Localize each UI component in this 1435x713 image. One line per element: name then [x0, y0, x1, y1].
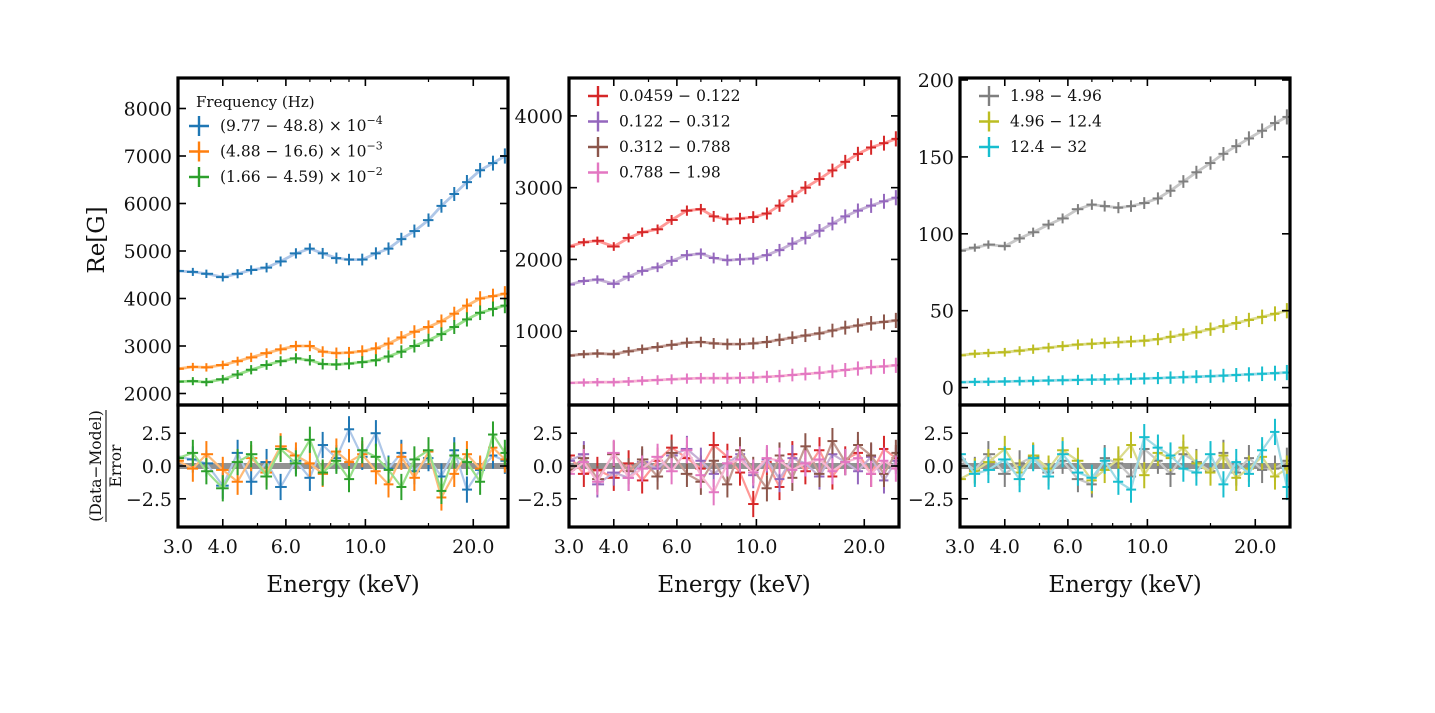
model-line [959, 309, 1288, 357]
x-tick-label: 3.0 [554, 536, 584, 558]
legend-label: (1.66 − 4.59) × 10−2 [220, 165, 383, 186]
legend-exponent: −4 [367, 114, 383, 127]
legend-label: (4.88 − 16.6) × 10−3 [220, 140, 383, 161]
residual-line [177, 433, 506, 492]
panel-right: 3.0 4.0 6.0 10.0 20.0 0 50 100 150 200 2.5 0.0 −2.5 1… [908, 70, 1292, 558]
x-tick-label: 10.0 [1126, 536, 1168, 558]
x-tick-label: 3.0 [163, 536, 193, 558]
y-tick-label: 8000 [124, 99, 172, 121]
legend-exponent: −3 [367, 140, 383, 153]
model-line [568, 363, 897, 385]
legend-label: 0.122 − 0.312 [619, 113, 731, 131]
ylabel-bottom-numerator: (Data−Model) [87, 410, 105, 521]
resid-tick-label: −2.5 [517, 489, 563, 511]
series-right-2 [959, 364, 1289, 503]
xlabel-right: Energy (keV) [1048, 572, 1201, 598]
y-tick-label: 2000 [515, 249, 563, 271]
y-tick-label: 4000 [124, 289, 172, 311]
resid-tick-label: 0.0 [142, 456, 172, 478]
xlabel-middle: Energy (keV) [657, 572, 810, 598]
panel-middle: 3.0 4.0 6.0 10.0 20.0 1000 2000 3000 4000 2.5 0.0 −… [515, 76, 901, 558]
resid-tick-label: 0.0 [533, 456, 563, 478]
y-tick-label: 5000 [124, 241, 172, 263]
model-line [177, 304, 506, 384]
x-tick-label: 4.0 [599, 536, 629, 558]
chart-marks: 3.0 4.0 6.0 10.0 20.020003000400050006000700… [124, 70, 1292, 558]
resid-tick-label: 0.0 [924, 456, 954, 478]
model-line [568, 196, 897, 286]
x-tick-label: 10.0 [344, 536, 386, 558]
model-line [568, 319, 897, 357]
y-tick-label: 2000 [124, 384, 172, 406]
legend-label: 12.4 − 32 [1010, 138, 1087, 156]
x-tick-label: 10.0 [735, 536, 777, 558]
x-tick-label: 20.0 [843, 536, 885, 558]
x-tick-label: 3.0 [945, 536, 975, 558]
xlabel-left: Energy (keV) [266, 572, 419, 598]
y-tick-label: 100 [918, 224, 954, 246]
series-right-0 [959, 109, 1289, 498]
legend-exponent: −2 [367, 165, 383, 178]
panel-left: 3.0 4.0 6.0 10.0 20.0 2000 3000 4000 5000 6000 700… [124, 76, 510, 558]
model-line [959, 115, 1288, 253]
x-tick-label: 4.0 [208, 536, 238, 558]
y-tick-label: 150 [918, 147, 954, 169]
y-tick-label: 50 [930, 301, 954, 323]
y-tick-label: 3000 [515, 178, 563, 200]
legend-label: 0.312 − 0.788 [619, 138, 731, 156]
model-line [177, 292, 506, 371]
resid-tick-label: −2.5 [126, 489, 172, 511]
series-middle-3 [568, 357, 898, 506]
ylabel-top: Re[G] [84, 206, 110, 273]
resid-tick-label: 2.5 [142, 423, 172, 445]
y-tick-label: 6000 [124, 194, 172, 216]
x-tick-label: 6.0 [1053, 536, 1083, 558]
legend-label: 0.788 − 1.98 [619, 164, 721, 182]
x-tick-label: 6.0 [271, 536, 301, 558]
y-tick-label: 3000 [124, 336, 172, 358]
resid-tick-label: 2.5 [533, 423, 563, 445]
legend-label: (9.77 − 48.8) × 10−4 [220, 114, 383, 135]
x-tick-label: 4.0 [990, 536, 1020, 558]
legend-label: 0.0459 − 0.122 [619, 87, 740, 105]
resid-tick-label: 2.5 [924, 423, 954, 445]
series-left-2 [177, 298, 507, 505]
y-tick-label: 0 [942, 378, 954, 400]
y-tick-label: 200 [918, 70, 954, 92]
resid-tick-label: −2.5 [908, 489, 954, 511]
x-tick-label: 20.0 [1234, 536, 1276, 558]
y-tick-label: 7000 [124, 146, 172, 168]
residual-line [959, 430, 1288, 491]
x-tick-label: 6.0 [662, 536, 692, 558]
ylabel-bottom-denominator: Error [107, 444, 125, 487]
legend-label: 1.98 − 4.96 [1010, 87, 1102, 105]
y-tick-label: 4000 [515, 106, 563, 128]
x-tick-label: 20.0 [452, 536, 494, 558]
legend-label: 4.96 − 12.4 [1010, 113, 1102, 131]
legend-title: Frequency (Hz) [196, 93, 315, 111]
y-tick-label: 1000 [515, 321, 563, 343]
